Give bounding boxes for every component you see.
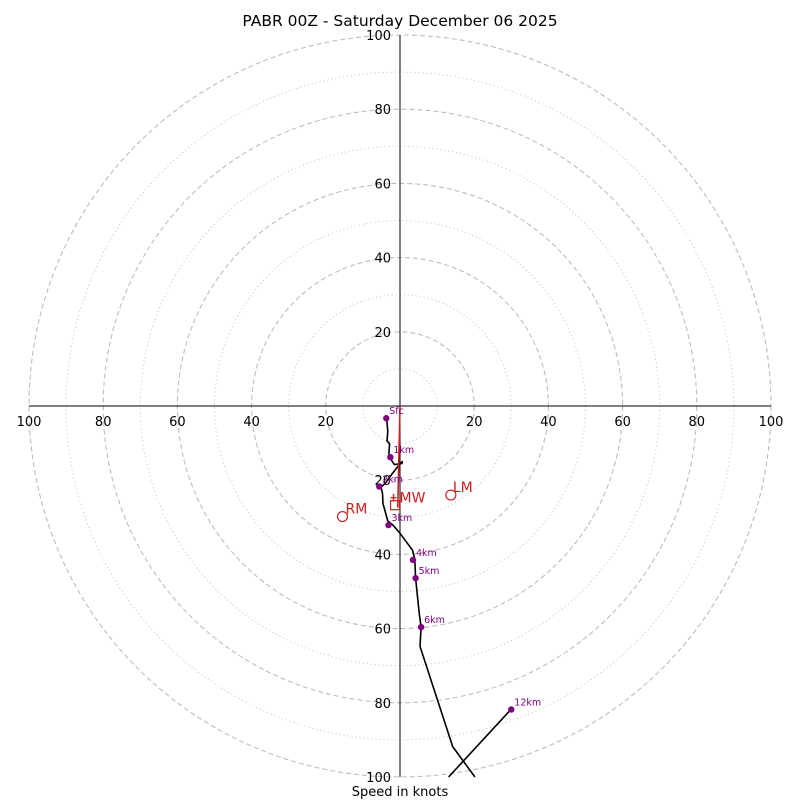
tick-top-40: 40: [374, 252, 391, 267]
hodograph-trace: [380, 418, 476, 778]
tick-left-40: 40: [243, 415, 260, 430]
tick-left-80: 80: [95, 415, 112, 430]
level-label-12km: 12km: [514, 697, 541, 708]
height-levels: Sfc 1km 2km 3km 4km 5km 6km 12km: [376, 406, 541, 713]
tick-right-100: 100: [759, 415, 784, 430]
mean-wind-label: MW: [400, 491, 426, 507]
x-axis-label: Speed in knots: [352, 785, 449, 800]
tick-left-60: 60: [169, 415, 186, 430]
tick-top-20: 20: [374, 326, 391, 341]
tick-top-80: 80: [374, 103, 391, 118]
tick-top-60: 60: [374, 177, 391, 192]
level-label-6km: 6km: [424, 615, 445, 626]
level-marker-2km: [376, 483, 383, 490]
tick-left-20: 20: [318, 415, 335, 430]
tick-right-40: 40: [540, 415, 557, 430]
chart-title: PABR 00Z - Saturday December 06 2025: [242, 12, 557, 30]
level-marker-sfc: [383, 415, 390, 422]
tick-right-20: 20: [466, 415, 483, 430]
level-label-sfc: Sfc: [389, 406, 404, 417]
tick-right-80: 80: [689, 415, 706, 430]
tick-bottom-100: 100: [366, 771, 391, 786]
level-marker-4km: [409, 556, 417, 564]
level-label-1km: 1km: [393, 445, 414, 456]
tick-left-100: 100: [17, 415, 42, 430]
level-marker-5km: [412, 574, 419, 582]
tick-top-100: 100: [366, 29, 391, 44]
right-mover-label: RM: [345, 502, 367, 518]
level-marker-6km: [417, 623, 425, 631]
level-label-5km: 5km: [419, 566, 440, 577]
storm-motion-vector: [396, 405, 401, 508]
level-label-4km: 4km: [416, 548, 437, 559]
storm-motion: MW RM LM: [336, 405, 473, 523]
level-marker-3km: [385, 521, 392, 529]
wind-trace: [380, 418, 512, 778]
level-label-3km: 3km: [391, 513, 412, 524]
hodograph-trace-upper: [448, 708, 512, 778]
level-marker-1km: [387, 453, 394, 461]
tick-right-60: 60: [614, 415, 631, 430]
right-mover-marker: [336, 510, 349, 523]
left-mover-label: LM: [453, 480, 473, 496]
tick-bottom-60: 60: [374, 623, 391, 638]
level-marker-12km: [508, 706, 515, 713]
left-mover-marker: [445, 489, 457, 501]
level-label-2km: 2km: [382, 475, 403, 486]
tick-bottom-80: 80: [374, 697, 391, 712]
tick-bottom-40: 40: [374, 548, 391, 563]
mean-wind-marker: [389, 500, 401, 511]
